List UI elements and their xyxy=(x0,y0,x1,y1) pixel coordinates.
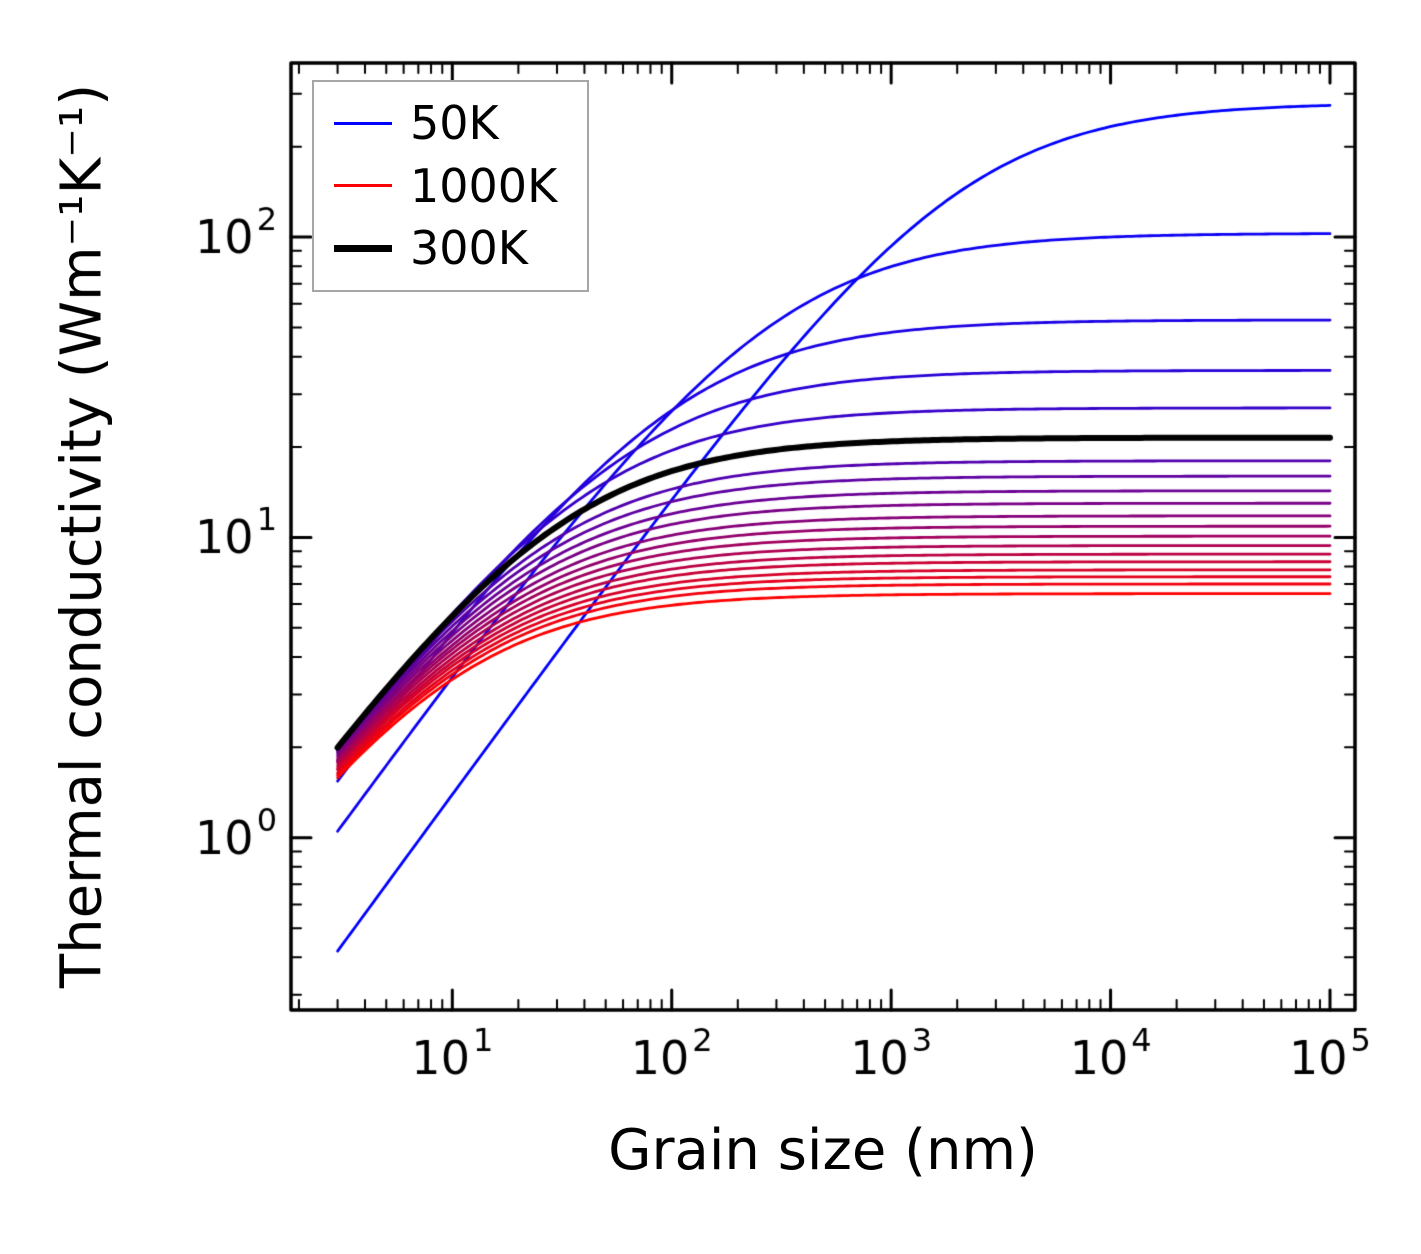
legend-line-sample-300k xyxy=(334,244,392,252)
legend-line-sample-1000k xyxy=(334,184,392,188)
y-axis-label: Thermal conductivity (Wm⁻¹K⁻¹) xyxy=(49,83,115,989)
legend-label-1000k: 1000K xyxy=(410,158,558,213)
legend-entry-50k: 50K xyxy=(334,98,557,149)
legend-entry-300k: 300K xyxy=(334,223,557,274)
x-axis-label: Grain size (nm) xyxy=(608,1118,1038,1183)
legend: 50K 1000K 300K xyxy=(312,80,590,292)
legend-entry-1000k: 1000K xyxy=(334,158,558,213)
legend-label-300k: 300K xyxy=(410,221,528,276)
legend-line-sample-50k xyxy=(334,121,392,125)
legend-label-50k: 50K xyxy=(410,96,499,150)
